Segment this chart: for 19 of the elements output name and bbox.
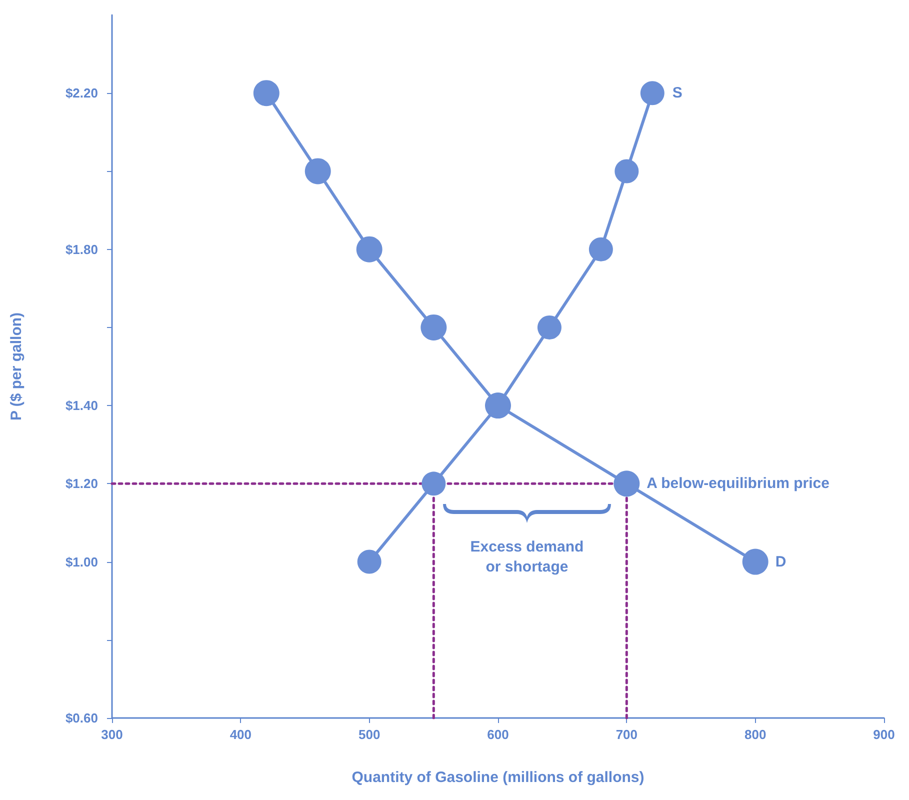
x-tick-label: 900 bbox=[873, 727, 895, 742]
x-tick-label: 600 bbox=[487, 727, 509, 742]
x-tick-label: 800 bbox=[744, 727, 766, 742]
series-label: D bbox=[775, 553, 786, 570]
y-axis-title: P ($ per gallon) bbox=[8, 312, 25, 421]
y-tick-label: $0.60 bbox=[65, 710, 98, 726]
x-axis-title: Quantity of Gasoline (millions of gallons) bbox=[352, 769, 644, 786]
x-tick-label: 700 bbox=[616, 727, 638, 742]
series-label: S bbox=[672, 84, 682, 102]
y-tick-label: $1.20 bbox=[65, 476, 98, 492]
x-tick-label: 400 bbox=[230, 727, 252, 742]
x-tick-label: 500 bbox=[358, 727, 380, 742]
y-tick-label: $1.40 bbox=[65, 398, 98, 414]
x-tick-label: 300 bbox=[101, 727, 123, 742]
y-tick-label: $1.00 bbox=[65, 554, 98, 570]
annotation: Excess demand or shortage bbox=[470, 538, 584, 576]
annotation: A below-equilibrium price bbox=[646, 475, 830, 492]
y-tick-label: $1.80 bbox=[65, 242, 98, 257]
y-tick-label: $2.20 bbox=[65, 86, 98, 101]
